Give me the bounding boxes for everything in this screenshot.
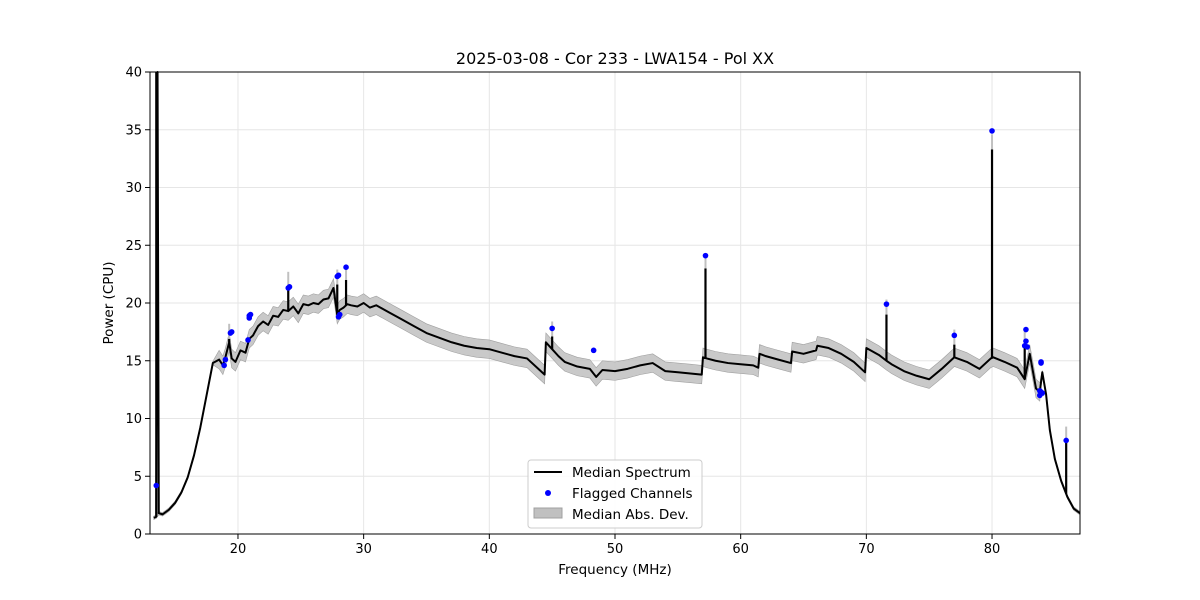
legend: Median Spectrum Flagged Channels Median …	[527, 459, 703, 529]
flagged-point	[590, 347, 597, 354]
flagged-point	[1038, 360, 1044, 366]
flagged-point	[153, 482, 160, 489]
y-tick-label: 25	[125, 239, 142, 254]
y-tick-label: 20	[125, 297, 142, 312]
x-tick-label: 50	[607, 542, 624, 557]
legend-flagged-label: Flagged Channels	[572, 486, 693, 502]
y-tick-label: 40	[125, 66, 142, 81]
flagged-point	[1024, 344, 1031, 350]
flagged-point	[702, 252, 709, 259]
flagged-point	[247, 311, 254, 318]
legend-mad-swatch	[533, 507, 563, 519]
x-tick-label: 20	[230, 542, 247, 557]
flagged-point	[989, 128, 995, 134]
y-tick-label: 5	[134, 470, 142, 485]
x-tick-label: 40	[481, 542, 498, 557]
flagged-point	[343, 264, 349, 270]
x-axis-label: Frequency (MHz)	[558, 562, 671, 578]
flagged-point	[549, 325, 555, 332]
median-spectrum-line	[153, 71, 1081, 519]
legend-flagged-swatch	[545, 490, 551, 496]
x-tick-label: 80	[984, 542, 1001, 557]
y-axis: 0 5 10 15 20 25 30 35 40	[125, 66, 150, 543]
y-tick-label: 30	[125, 181, 142, 196]
y-tick-label: 0	[134, 528, 142, 543]
flagged-point	[228, 329, 235, 335]
y-axis-label: Power (CPU)	[101, 261, 117, 344]
flagged-point	[1063, 437, 1069, 444]
x-tick-label: 70	[858, 542, 875, 557]
flagged-point	[245, 337, 251, 343]
flagged-points	[153, 128, 1069, 489]
flagged-point	[336, 311, 343, 318]
x-tick-label: 30	[355, 542, 372, 557]
legend-mad-label: Median Abs. Dev.	[572, 507, 689, 523]
x-axis: 20 30 40 50 60 70 80	[230, 534, 1001, 557]
flagged-point	[1039, 390, 1046, 396]
flagged-point	[1023, 338, 1029, 344]
flagged-point	[1023, 326, 1029, 333]
flagged-point	[951, 332, 958, 339]
flagged-point	[222, 356, 229, 363]
legend-box	[527, 459, 703, 529]
y-tick-label: 10	[125, 412, 142, 427]
y-tick-label: 15	[125, 354, 142, 369]
x-tick-label: 60	[732, 542, 749, 557]
chart-title: 2025-03-08 - Cor 233 - LWA154 - Pol XX	[456, 49, 774, 68]
median-spectrum	[153, 71, 1081, 519]
flagged-point	[221, 362, 227, 369]
spike-lines	[155, 72, 1068, 517]
y-tick-label: 35	[125, 123, 142, 138]
legend-median-label: Median Spectrum	[572, 465, 691, 481]
flagged-point	[883, 301, 890, 307]
flagged-point	[286, 284, 293, 290]
flagged-point	[335, 272, 342, 279]
